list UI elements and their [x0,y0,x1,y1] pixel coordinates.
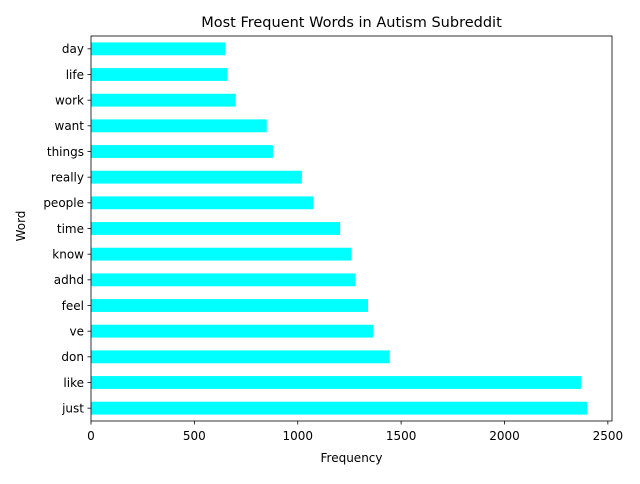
x-tick-label: 2000 [489,429,520,443]
y-tick-label: people [43,196,84,210]
x-axis-label: Frequency [321,451,383,465]
bars-layer [91,42,588,415]
bar-adhd [91,273,356,287]
x-tick-label: 500 [183,429,206,443]
y-tick-label: things [47,145,84,159]
bar-want [91,119,267,133]
bar-ve [91,324,374,338]
bar-know [91,247,352,261]
bar-like [91,376,581,389]
y-tick-label: time [57,222,84,236]
y-tick-label: feel [62,299,84,313]
x-tick-label: 1500 [386,429,417,443]
bar-just [91,401,588,415]
y-ticks-layer: just like don ve feel adhd know time people reall… [43,42,91,415]
bar-work [91,93,236,107]
x-tick-label: 0 [87,429,95,443]
y-tick-label: ve [70,324,84,338]
bar-don [91,350,390,364]
y-tick-label: know [52,247,84,261]
y-tick-label: really [51,170,84,184]
bar-really [91,170,302,184]
bar-feel [91,299,369,312]
chart-title: Most Frequent Words in Autism Subreddit [201,15,502,31]
y-tick-label: work [55,93,84,107]
y-tick-label: just [61,401,84,415]
bar-things [91,145,273,158]
y-tick-label: adhd [54,273,84,287]
y-tick-label: like [63,376,84,390]
y-tick-label: don [61,350,84,364]
bar-people [91,196,314,210]
x-tick-label: 1000 [282,429,313,443]
x-tick-label: 2500 [593,429,624,443]
y-axis-label: Word [14,211,28,242]
y-tick-label: life [66,68,84,82]
y-tick-label: day [62,42,84,56]
bar-life [91,68,228,81]
bar-time [91,222,341,235]
bar-day [91,42,226,56]
y-tick-label: want [55,119,85,133]
x-ticks-layer: 0 500 1000 1500 2000 2500 [87,421,623,443]
